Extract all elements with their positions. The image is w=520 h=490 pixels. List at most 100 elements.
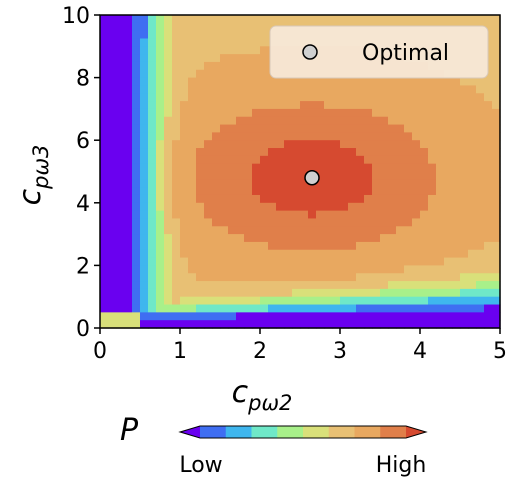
heatmap-cell — [220, 54, 229, 63]
heatmap-cell — [452, 187, 461, 196]
heatmap-cell — [428, 265, 437, 274]
heatmap-cell — [420, 116, 429, 126]
heatmap-cell — [292, 234, 301, 243]
heatmap-cell — [476, 85, 485, 94]
heatmap-cell — [428, 273, 437, 282]
heatmap-cell — [444, 171, 453, 180]
heatmap-cell — [444, 124, 453, 133]
heatmap-cell — [492, 249, 501, 259]
heatmap-cell — [380, 116, 389, 126]
heatmap-cell — [260, 61, 269, 71]
heatmap-cell — [252, 273, 261, 282]
legend-box — [269, 25, 489, 79]
heatmap-cell — [476, 273, 485, 282]
heatmap-cell — [380, 312, 389, 321]
heatmap-cell — [388, 234, 397, 243]
heatmap-cell — [132, 202, 141, 212]
heatmap-cell — [124, 101, 133, 110]
heatmap-cell — [396, 108, 405, 118]
heatmap-cell — [380, 304, 389, 313]
heatmap-cell — [260, 257, 269, 267]
heatmap-cell — [300, 281, 309, 290]
heatmap-cell — [156, 54, 165, 63]
heatmap-cell — [452, 194, 461, 204]
heatmap-cell — [356, 210, 365, 220]
heatmap-cell — [204, 234, 213, 243]
heatmap-cell — [484, 304, 493, 313]
heatmap-cell — [212, 93, 221, 102]
heatmap-cell — [436, 226, 445, 235]
heatmap-cell — [148, 202, 157, 212]
heatmap-cell — [340, 140, 349, 149]
heatmap-cell — [380, 265, 389, 274]
heatmap-cell — [244, 257, 253, 267]
heatmap-cell — [108, 241, 117, 251]
heatmap-cell — [348, 304, 357, 313]
heatmap-cell — [100, 312, 109, 321]
heatmap-cell — [132, 38, 141, 47]
heatmap-cell — [404, 249, 413, 259]
heatmap-cell — [372, 234, 381, 243]
heatmap-cell — [316, 273, 325, 282]
heatmap-cell — [156, 218, 165, 227]
heatmap-cell — [396, 85, 405, 94]
heatmap-cell — [164, 148, 173, 157]
heatmap-cell — [412, 320, 421, 329]
heatmap-cell — [180, 15, 189, 24]
heatmap-cell — [292, 179, 301, 188]
heatmap-cell — [348, 273, 357, 282]
heatmap-cell — [188, 273, 197, 282]
heatmap-cell — [452, 218, 461, 227]
heatmap-cell — [316, 101, 325, 110]
heatmap-cell — [436, 288, 445, 298]
heatmap-cell — [452, 273, 461, 282]
heatmap-cell — [300, 187, 309, 196]
heatmap-cell — [348, 101, 357, 110]
heatmap-cell — [484, 15, 493, 24]
heatmap-cell — [204, 194, 213, 204]
heatmap-cell — [172, 194, 181, 204]
heatmap-cell — [212, 273, 221, 282]
heatmap-cell — [100, 69, 109, 79]
heatmap-cell — [348, 241, 357, 251]
heatmap-cell — [108, 93, 117, 102]
heatmap-cell — [148, 140, 157, 149]
heatmap-cell — [172, 265, 181, 274]
heatmap-cell — [236, 179, 245, 188]
heatmap-cell — [332, 101, 341, 110]
heatmap-cell — [148, 77, 157, 87]
heatmap-cell — [108, 77, 117, 87]
heatmap-cell — [260, 210, 269, 220]
heatmap-cell — [364, 93, 373, 102]
heatmap-cell — [196, 46, 205, 55]
heatmap-cell — [156, 77, 165, 87]
heatmap-cell — [292, 187, 301, 196]
heatmap-cell — [340, 234, 349, 243]
heatmap-cell — [436, 304, 445, 313]
heatmap-cell — [196, 273, 205, 282]
heatmap-cell — [380, 101, 389, 110]
heatmap-cell — [132, 163, 141, 173]
heatmap-cell — [420, 187, 429, 196]
heatmap-cell — [276, 163, 285, 173]
heatmap-cell — [140, 132, 149, 141]
heatmap-cell — [148, 257, 157, 267]
heatmap-cell — [484, 22, 493, 32]
heatmap-cell — [292, 288, 301, 298]
heatmap-cell — [388, 273, 397, 282]
heatmap-cell — [252, 202, 261, 212]
heatmap-cell — [148, 155, 157, 165]
heatmap-cell — [212, 296, 221, 306]
heatmap-cell — [460, 93, 469, 102]
heatmap-cell — [436, 202, 445, 212]
heatmap-cell — [100, 132, 109, 141]
heatmap-cell — [188, 234, 197, 243]
heatmap-cell — [452, 265, 461, 274]
heatmap-cell — [164, 163, 173, 173]
heatmap-cell — [492, 46, 501, 55]
heatmap-cell — [284, 77, 293, 87]
heatmap-cell — [212, 171, 221, 180]
heatmap-cell — [308, 296, 317, 306]
heatmap-cell — [140, 312, 149, 321]
heatmap-cell — [244, 38, 253, 47]
